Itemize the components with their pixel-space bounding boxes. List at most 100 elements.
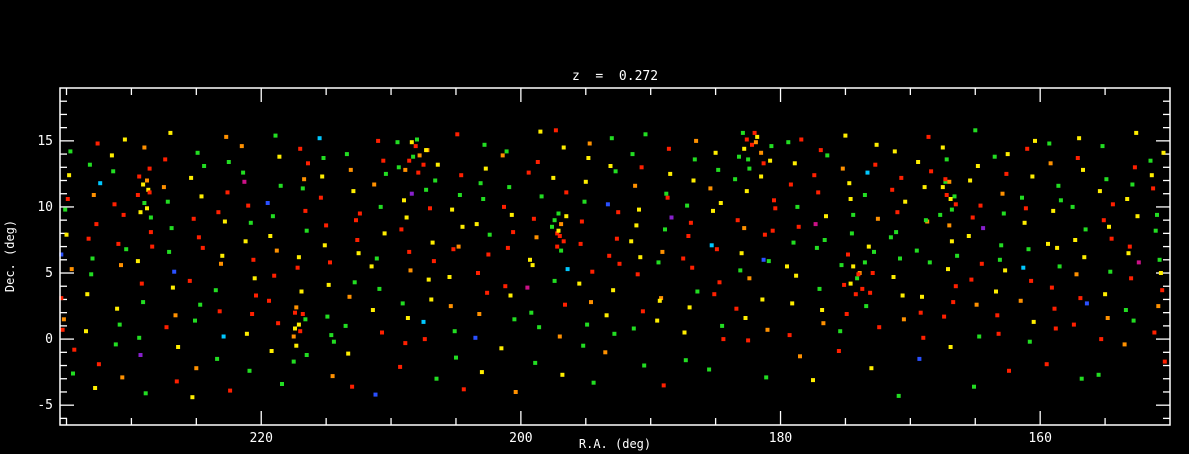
data-point	[718, 201, 723, 205]
data-point	[1051, 208, 1056, 213]
data-point	[974, 302, 979, 307]
data-point	[848, 281, 853, 286]
data-point	[605, 202, 610, 207]
data-point	[742, 226, 747, 231]
data-point	[1075, 156, 1080, 160]
data-point	[400, 301, 405, 306]
data-point	[402, 198, 406, 203]
data-point	[862, 193, 867, 197]
data-point	[505, 245, 510, 250]
data-point	[666, 146, 671, 151]
data-point	[454, 355, 458, 360]
data-point	[94, 222, 99, 227]
data-point	[973, 128, 978, 133]
data-point	[531, 216, 536, 221]
data-point	[276, 321, 281, 326]
data-point	[799, 137, 804, 142]
data-point	[1103, 292, 1108, 297]
data-point	[461, 387, 466, 392]
data-point	[1100, 144, 1105, 149]
data-point	[978, 203, 983, 208]
data-point	[248, 220, 253, 225]
data-point	[798, 354, 802, 359]
data-point	[564, 214, 569, 219]
data-point	[1129, 276, 1134, 281]
data-point	[999, 243, 1004, 248]
data-point	[864, 304, 869, 309]
data-point	[300, 186, 305, 191]
data-point	[657, 298, 662, 303]
data-point	[555, 244, 560, 249]
data-point	[659, 296, 664, 301]
data-point	[1070, 204, 1075, 209]
data-point	[148, 230, 153, 235]
data-point	[613, 169, 618, 174]
data-point	[943, 177, 948, 182]
data-point	[766, 259, 771, 264]
data-point	[407, 158, 412, 163]
data-point	[474, 222, 479, 227]
data-point	[638, 255, 643, 260]
data-point	[966, 234, 971, 238]
data-point	[86, 236, 91, 241]
data-point	[955, 253, 960, 258]
data-point	[500, 153, 505, 158]
data-point	[714, 247, 719, 252]
y-tick-label: -5	[37, 398, 53, 413]
data-point	[891, 275, 896, 279]
data-point	[948, 197, 953, 201]
data-point	[872, 249, 876, 254]
y-tick-label: 10	[37, 200, 53, 215]
data-point	[634, 223, 639, 228]
data-point	[421, 162, 426, 167]
data-point	[979, 261, 984, 266]
data-point	[357, 211, 362, 216]
data-point	[635, 272, 640, 277]
data-point	[239, 144, 244, 149]
data-point	[142, 201, 147, 205]
data-point	[738, 268, 743, 273]
data-point	[329, 333, 334, 338]
data-point	[747, 166, 752, 171]
data-point	[293, 310, 297, 315]
data-point	[1049, 285, 1054, 290]
data-point	[946, 267, 950, 272]
data-point	[1079, 376, 1084, 381]
data-point	[764, 375, 769, 380]
data-point	[721, 337, 726, 342]
data-point	[222, 219, 227, 224]
data-point	[84, 329, 88, 334]
data-point	[98, 181, 103, 186]
scatter-points-layer	[59, 128, 1167, 400]
data-point	[455, 132, 460, 137]
data-point	[744, 137, 749, 142]
data-point	[304, 228, 309, 233]
data-point	[381, 158, 386, 163]
data-point	[1122, 342, 1127, 347]
data-point	[1096, 372, 1101, 377]
data-point	[429, 297, 434, 302]
data-point	[944, 193, 949, 197]
data-point	[556, 211, 561, 216]
data-point	[213, 288, 218, 293]
data-point	[69, 267, 74, 272]
data-point	[224, 134, 229, 139]
data-point	[555, 231, 560, 236]
data-point	[200, 245, 205, 250]
data-point	[686, 234, 691, 238]
data-point	[1033, 138, 1037, 143]
data-point	[868, 290, 873, 295]
data-point	[739, 251, 744, 256]
data-point	[169, 226, 174, 231]
data-point	[586, 156, 591, 160]
data-point	[948, 345, 953, 349]
data-point	[894, 230, 899, 235]
data-point	[483, 166, 488, 171]
data-point	[1046, 241, 1050, 246]
data-point	[124, 247, 129, 252]
data-point	[64, 232, 69, 237]
data-point	[528, 257, 532, 262]
data-point	[242, 179, 247, 184]
data-point	[298, 329, 303, 334]
data-point	[324, 223, 329, 228]
